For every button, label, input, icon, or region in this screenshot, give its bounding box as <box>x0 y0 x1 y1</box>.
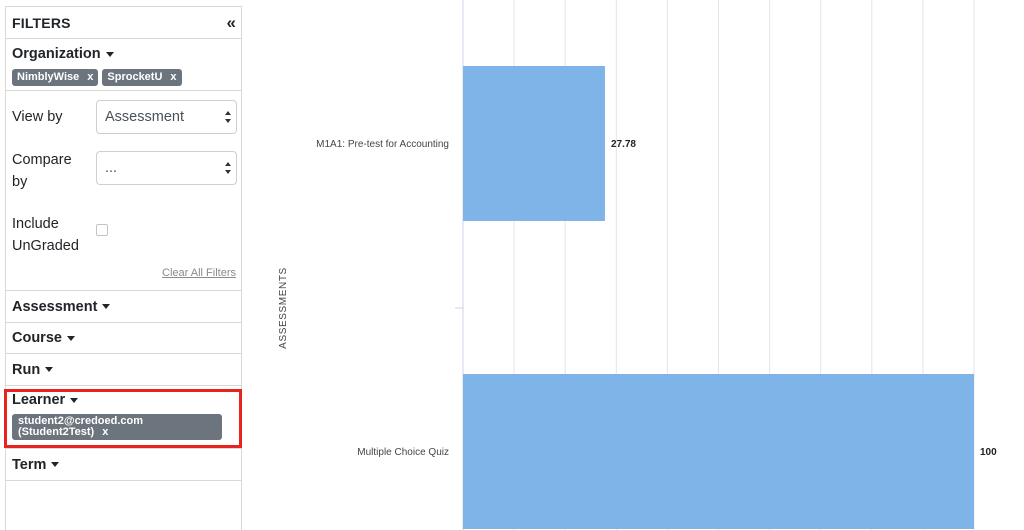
view-by-label: View by <box>12 109 63 125</box>
include-ungraded-label-line2: UnGraded <box>12 238 79 254</box>
bar <box>463 66 605 221</box>
learner-chip-username: (Student2Test) <box>18 426 95 438</box>
organization-chip: SprocketU x <box>102 69 182 86</box>
value-label: 100 <box>980 447 997 458</box>
learner-chip: student2@credoed.com (Student2Test) x <box>12 414 222 440</box>
term-label: Term <box>12 456 47 473</box>
organization-section: Organization NimblyWise x SprocketU x <box>6 39 241 91</box>
caret-down-icon <box>102 304 111 309</box>
organization-toggle[interactable]: Organization <box>12 46 235 62</box>
filters-panel: FILTERS « Organization NimblyWise x Sproc… <box>5 6 242 530</box>
value-label: 27.78 <box>611 139 636 150</box>
view-options: View by Assessment Compare by ... <box>6 91 241 291</box>
include-ungraded-label-line1: Include <box>12 216 59 232</box>
compare-by-row: Compare by ... <box>12 149 237 193</box>
compare-by-label-line1: Compare <box>12 152 72 168</box>
compare-by-label: Compare by <box>12 149 96 193</box>
assessment-label: Assessment <box>12 298 98 315</box>
learner-label: Learner <box>12 392 66 408</box>
assessments-bar-chart: M1A1: Pre-test for Accounting 27.78 Multip… <box>316 0 997 530</box>
caret-down-icon <box>70 397 79 403</box>
compare-by-value: ... <box>105 160 118 176</box>
chip-label: SprocketU <box>107 71 163 83</box>
category-label: Multiple Choice Quiz <box>357 447 449 458</box>
learner-chip-email: student2@credoed.com <box>18 415 144 427</box>
category-label: M1A1: Pre-test for Accounting <box>316 139 449 150</box>
select-arrows-icon <box>225 111 231 123</box>
remove-chip-icon[interactable]: x <box>87 71 94 83</box>
term-section: Term <box>6 449 241 481</box>
course-section: Course <box>6 323 241 354</box>
collapse-panel-icon[interactable]: « <box>226 13 236 32</box>
include-ungraded-row: Include UnGraded <box>12 213 236 257</box>
organization-label: Organization <box>12 46 101 62</box>
term-toggle[interactable]: Term <box>12 456 60 473</box>
assessment-toggle[interactable]: Assessment <box>12 298 111 315</box>
filters-title: FILTERS <box>12 14 71 31</box>
chip-label: NimblyWise <box>17 71 80 83</box>
include-ungraded-label: Include UnGraded <box>12 213 96 257</box>
run-label: Run <box>12 361 41 378</box>
view-by-row: View by Assessment <box>12 100 237 134</box>
caret-down-icon <box>66 335 75 341</box>
filters-header: FILTERS « <box>6 7 241 39</box>
course-label: Course <box>12 330 62 346</box>
include-ungraded-checkbox[interactable] <box>96 224 108 236</box>
select-arrows-icon <box>225 162 231 174</box>
compare-by-label-line2: by <box>12 174 28 190</box>
view-by-value: Assessment <box>105 109 184 125</box>
run-toggle[interactable]: Run <box>12 361 54 378</box>
compare-by-select[interactable]: ... <box>96 151 237 185</box>
view-by-select[interactable]: Assessment <box>96 100 237 134</box>
caret-down-icon <box>51 462 60 467</box>
assessment-section: Assessment <box>6 291 241 323</box>
caret-down-icon <box>105 51 114 57</box>
run-section: Run <box>6 354 241 386</box>
caret-down-icon <box>45 367 54 372</box>
course-toggle[interactable]: Course <box>12 330 75 346</box>
organization-chips: NimblyWise x SprocketU x <box>12 69 235 86</box>
bar <box>463 374 974 529</box>
learner-section: Learner student2@credoed.com (Student2Te… <box>6 386 241 449</box>
learner-toggle[interactable]: Learner <box>12 392 235 408</box>
y-axis-label: ASSESSMENTS <box>278 267 289 349</box>
clear-all-filters-link[interactable]: Clear All Filters <box>162 267 236 279</box>
remove-chip-icon[interactable]: x <box>170 71 177 83</box>
remove-chip-icon[interactable]: x <box>102 426 109 438</box>
organization-chip: NimblyWise x <box>12 69 99 86</box>
